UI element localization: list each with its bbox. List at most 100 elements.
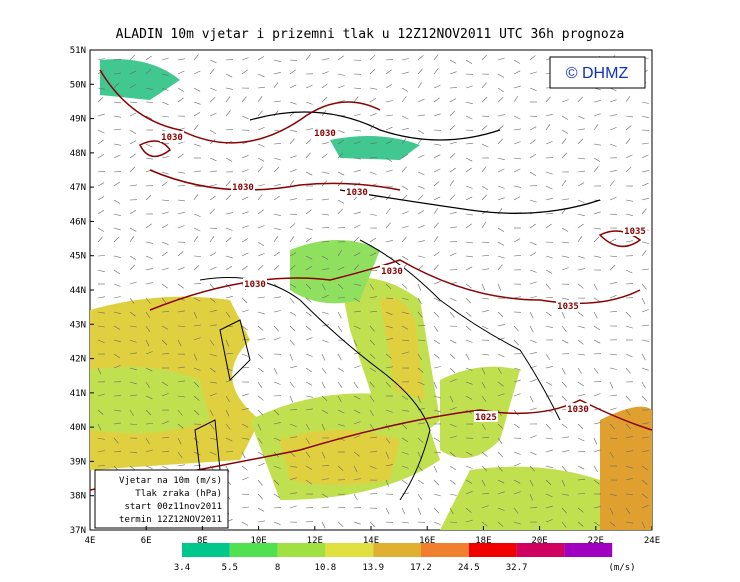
- wind-arrow: [529, 435, 537, 439]
- wind-arrow: [545, 212, 553, 215]
- wind-arrow: [465, 85, 473, 89]
- wind-arrow: [417, 240, 425, 243]
- wind-arrow: [113, 199, 121, 204]
- wind-arrow: [113, 101, 121, 104]
- wind-arrow: [289, 353, 293, 361]
- wind-arrow: [625, 240, 633, 243]
- wind-arrow: [465, 311, 472, 317]
- wind-arrow: [593, 437, 598, 445]
- wind-arrow: [593, 506, 601, 509]
- isobar-label: 1025: [475, 413, 497, 423]
- wind-arrow: [225, 87, 233, 90]
- wind-arrow: [385, 366, 393, 369]
- wind-arrow: [273, 183, 281, 187]
- wind-arrow: [193, 311, 198, 319]
- wind-arrow: [353, 310, 361, 313]
- wind-arrow: [161, 251, 168, 257]
- wind-arrow: [321, 153, 328, 159]
- wind-arrow: [337, 493, 346, 496]
- wind-arrow: [337, 55, 344, 61]
- wind-arrow: [449, 507, 454, 515]
- wind-arrow: [113, 72, 121, 75]
- wind-arrow: [273, 422, 281, 425]
- wind-arrow: [145, 268, 153, 271]
- wind-arrow: [369, 381, 375, 388]
- wind-arrow: [641, 241, 649, 244]
- wind-arrow: [609, 99, 617, 103]
- wind-arrow: [545, 96, 551, 103]
- wind-arrow: [561, 180, 567, 187]
- wind-arrow: [369, 353, 376, 359]
- colorbar-cell: [229, 543, 278, 557]
- wind-arrow: [337, 423, 345, 427]
- wind-arrow: [369, 87, 377, 90]
- wind-arrow: [225, 237, 232, 243]
- wind-arrow: [545, 366, 553, 369]
- wind-arrow: [609, 451, 614, 459]
- wind-arrow: [577, 353, 585, 356]
- wind-arrow: [465, 213, 473, 216]
- wind-arrow: [369, 339, 376, 346]
- wind-arrow: [289, 252, 297, 257]
- wind-arrow: [321, 493, 329, 498]
- wind-arrow: [145, 367, 153, 372]
- wind-arrow: [241, 477, 249, 481]
- wind-arrow: [305, 139, 312, 145]
- wind-arrow: [257, 143, 265, 148]
- wind-arrow: [305, 337, 313, 341]
- wind-arrow: [289, 505, 297, 509]
- wind-arrow: [561, 493, 569, 496]
- wind-arrow: [145, 465, 153, 469]
- wind-arrow: [273, 310, 281, 313]
- wind-arrow: [289, 69, 296, 75]
- wind-arrow: [593, 236, 600, 243]
- wind-arrow: [97, 437, 105, 440]
- wind-arrow: [513, 157, 521, 160]
- wind-arrow: [337, 249, 343, 257]
- wind-arrow: [193, 409, 200, 416]
- isobar-label-bg: [556, 300, 580, 311]
- wind-arrow: [353, 96, 359, 103]
- wind-arrow: [353, 352, 361, 355]
- wind-arrow: [225, 395, 230, 403]
- wind-arrow: [337, 199, 345, 204]
- wind-arrow: [529, 252, 537, 257]
- wind-arrow: [641, 101, 649, 104]
- wind-arrow: [641, 324, 649, 327]
- wind-arrow: [385, 222, 391, 229]
- wind-arrow: [433, 168, 441, 173]
- wind-arrow: [529, 407, 537, 411]
- wind-arrow: [113, 128, 121, 131]
- info-box: [94, 469, 229, 529]
- wind-arrow: [225, 352, 234, 355]
- wind-arrow: [449, 179, 455, 187]
- wind-arrow: [609, 394, 617, 397]
- wind-arrow: [625, 213, 633, 216]
- wind-arrow: [401, 71, 409, 75]
- wind-arrow: [481, 54, 488, 61]
- wind-arrow: [497, 437, 503, 444]
- wind-arrow: [609, 521, 616, 527]
- wind-arrow: [449, 521, 458, 523]
- logo: © DHMZ: [566, 65, 629, 82]
- wind-arrow: [497, 367, 502, 375]
- wind-arrow: [513, 255, 522, 257]
- wind-arrow: [305, 128, 313, 131]
- wind-arrow: [433, 507, 440, 514]
- wind-arrow: [449, 339, 457, 344]
- wind-arrow: [193, 337, 201, 341]
- wind-arrow: [305, 451, 311, 458]
- wind-arrow: [209, 423, 215, 430]
- wind-arrow: [449, 493, 457, 496]
- wind-arrow: [177, 437, 182, 445]
- wind-arrow: [385, 126, 393, 131]
- wind-arrow: [497, 491, 505, 495]
- wind-arrow: [321, 142, 329, 145]
- wind-arrow: [433, 196, 441, 201]
- isobar-label: 1030: [232, 183, 254, 193]
- wind-arrow: [433, 451, 441, 454]
- wind-arrow: [273, 166, 280, 173]
- colorbar-cell: [564, 543, 613, 557]
- wind-arrow: [417, 171, 425, 176]
